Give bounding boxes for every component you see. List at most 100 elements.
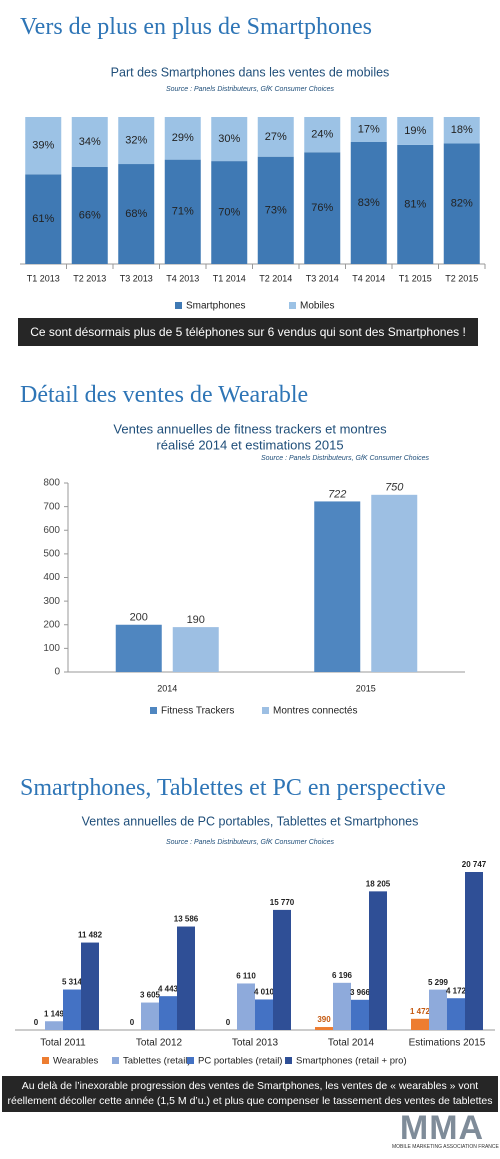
source: Source : Panels Distributeurs, GfK Consu…	[166, 86, 335, 93]
legend-swatch	[187, 1057, 194, 1064]
note: Ce sont désormais plus de 5 téléphones s…	[18, 318, 478, 346]
bar	[447, 998, 465, 1030]
chart-title: Ventes annuelles de fitness trackers et …	[113, 421, 387, 436]
chart-title: Part des Smartphones dans les ventes de …	[111, 65, 390, 79]
legend-swatch	[289, 302, 296, 309]
bar	[141, 1002, 159, 1030]
section-heading: Smartphones, Tablettes et PC en perspect…	[20, 775, 446, 801]
y-tick-label: 0	[54, 667, 60, 678]
bar	[115, 624, 162, 672]
chart-title: réalisé 2014 et estimations 2015	[156, 437, 343, 452]
value-label: 0	[34, 1018, 39, 1027]
x-tick-label: T3 2013	[120, 273, 153, 283]
legend-swatch	[150, 707, 157, 714]
bar	[315, 1027, 333, 1030]
bar	[172, 627, 219, 672]
legend-swatch	[175, 302, 182, 309]
x-tick-label: T1 2013	[27, 273, 60, 283]
chart-title: Ventes annuelles de PC portables, Tablet…	[82, 814, 419, 828]
value-label: 83%	[358, 197, 380, 209]
legend-swatch	[285, 1057, 292, 1064]
bar-segment	[350, 141, 387, 264]
section-heading: Détail des ventes de Wearable	[20, 382, 309, 408]
bar	[371, 494, 418, 672]
x-tick-label: 2015	[356, 683, 376, 693]
bar-segment	[304, 152, 341, 264]
value-label: 5 299	[428, 978, 449, 987]
value-label: 29%	[172, 132, 194, 144]
value-label: 76%	[311, 202, 333, 214]
value-label: 82%	[451, 198, 473, 210]
bar	[177, 926, 195, 1030]
legend-label: Tablettes (retail)	[123, 1056, 191, 1067]
value-label: 722	[328, 488, 346, 500]
value-label: 18 205	[366, 879, 391, 888]
logo: MMA MOBILE MARKETING ASSOCIATION FRANCE	[392, 1111, 499, 1150]
bar	[81, 942, 99, 1030]
bar-segment	[71, 117, 108, 167]
value-label: 39%	[32, 140, 54, 152]
value-label: 4 443	[158, 984, 179, 993]
bar	[351, 999, 369, 1030]
x-tick-label: Total 2013	[232, 1038, 279, 1049]
value-label: 18%	[451, 124, 473, 136]
value-label: 20 747	[462, 860, 487, 869]
value-label: 19%	[404, 125, 426, 137]
value-label: 81%	[404, 198, 426, 210]
bar-segment	[118, 164, 155, 264]
value-label: 4 010	[254, 988, 275, 997]
bar-segment	[257, 117, 294, 157]
value-label: 17%	[358, 123, 380, 135]
bar-segment	[443, 143, 480, 264]
bar	[273, 909, 291, 1030]
bar-segment	[25, 117, 62, 175]
bar	[333, 982, 351, 1030]
y-tick-label: 300	[43, 596, 60, 607]
value-label: 30%	[218, 133, 240, 145]
legend-label: Mobiles	[300, 301, 334, 312]
x-tick-label: 2014	[157, 683, 177, 693]
bar	[237, 983, 255, 1030]
y-tick-label: 500	[43, 549, 60, 560]
bar	[255, 999, 273, 1030]
bar	[45, 1021, 63, 1030]
x-tick-label: Total 2012	[136, 1038, 183, 1049]
bar	[159, 996, 177, 1030]
legend-label: PC portables (retail)	[198, 1056, 282, 1067]
bar-segment	[118, 117, 155, 165]
value-label: 1 472	[410, 1007, 431, 1016]
value-label: 34%	[79, 136, 101, 148]
y-tick-label: 100	[43, 643, 60, 654]
value-label: 190	[187, 614, 205, 626]
legend-label: Fitness Trackers	[161, 706, 234, 717]
section-heading: Vers de plus en plus de Smartphones	[20, 14, 372, 40]
bar	[314, 501, 361, 672]
value-label: 0	[130, 1018, 135, 1027]
value-label: 750	[385, 482, 404, 494]
value-label: 71%	[172, 206, 194, 218]
y-tick-label: 600	[43, 525, 60, 536]
value-label: 61%	[32, 213, 54, 225]
x-tick-label: T1 2014	[213, 273, 246, 283]
bar	[411, 1018, 429, 1030]
bar-segment	[350, 117, 387, 142]
legend-label: Montres connectés	[273, 706, 358, 717]
bar	[63, 989, 81, 1030]
value-label: 70%	[218, 206, 240, 218]
y-tick-label: 700	[43, 501, 60, 512]
bar-segment	[211, 117, 248, 162]
legend-label: Smartphones	[186, 301, 245, 312]
y-tick-label: 200	[43, 619, 60, 630]
value-label: 1 149	[44, 1009, 65, 1018]
bar-segment	[397, 117, 434, 145]
legend-swatch	[42, 1057, 49, 1064]
value-label: 11 482	[78, 931, 103, 940]
source: Source : Panels Distributeurs, GfK Consu…	[166, 839, 335, 846]
value-label: 73%	[265, 204, 287, 216]
bar-segment	[71, 166, 108, 264]
value-label: 24%	[311, 129, 333, 141]
x-tick-label: T1 2015	[399, 273, 432, 283]
value-label: 15 770	[270, 898, 295, 907]
